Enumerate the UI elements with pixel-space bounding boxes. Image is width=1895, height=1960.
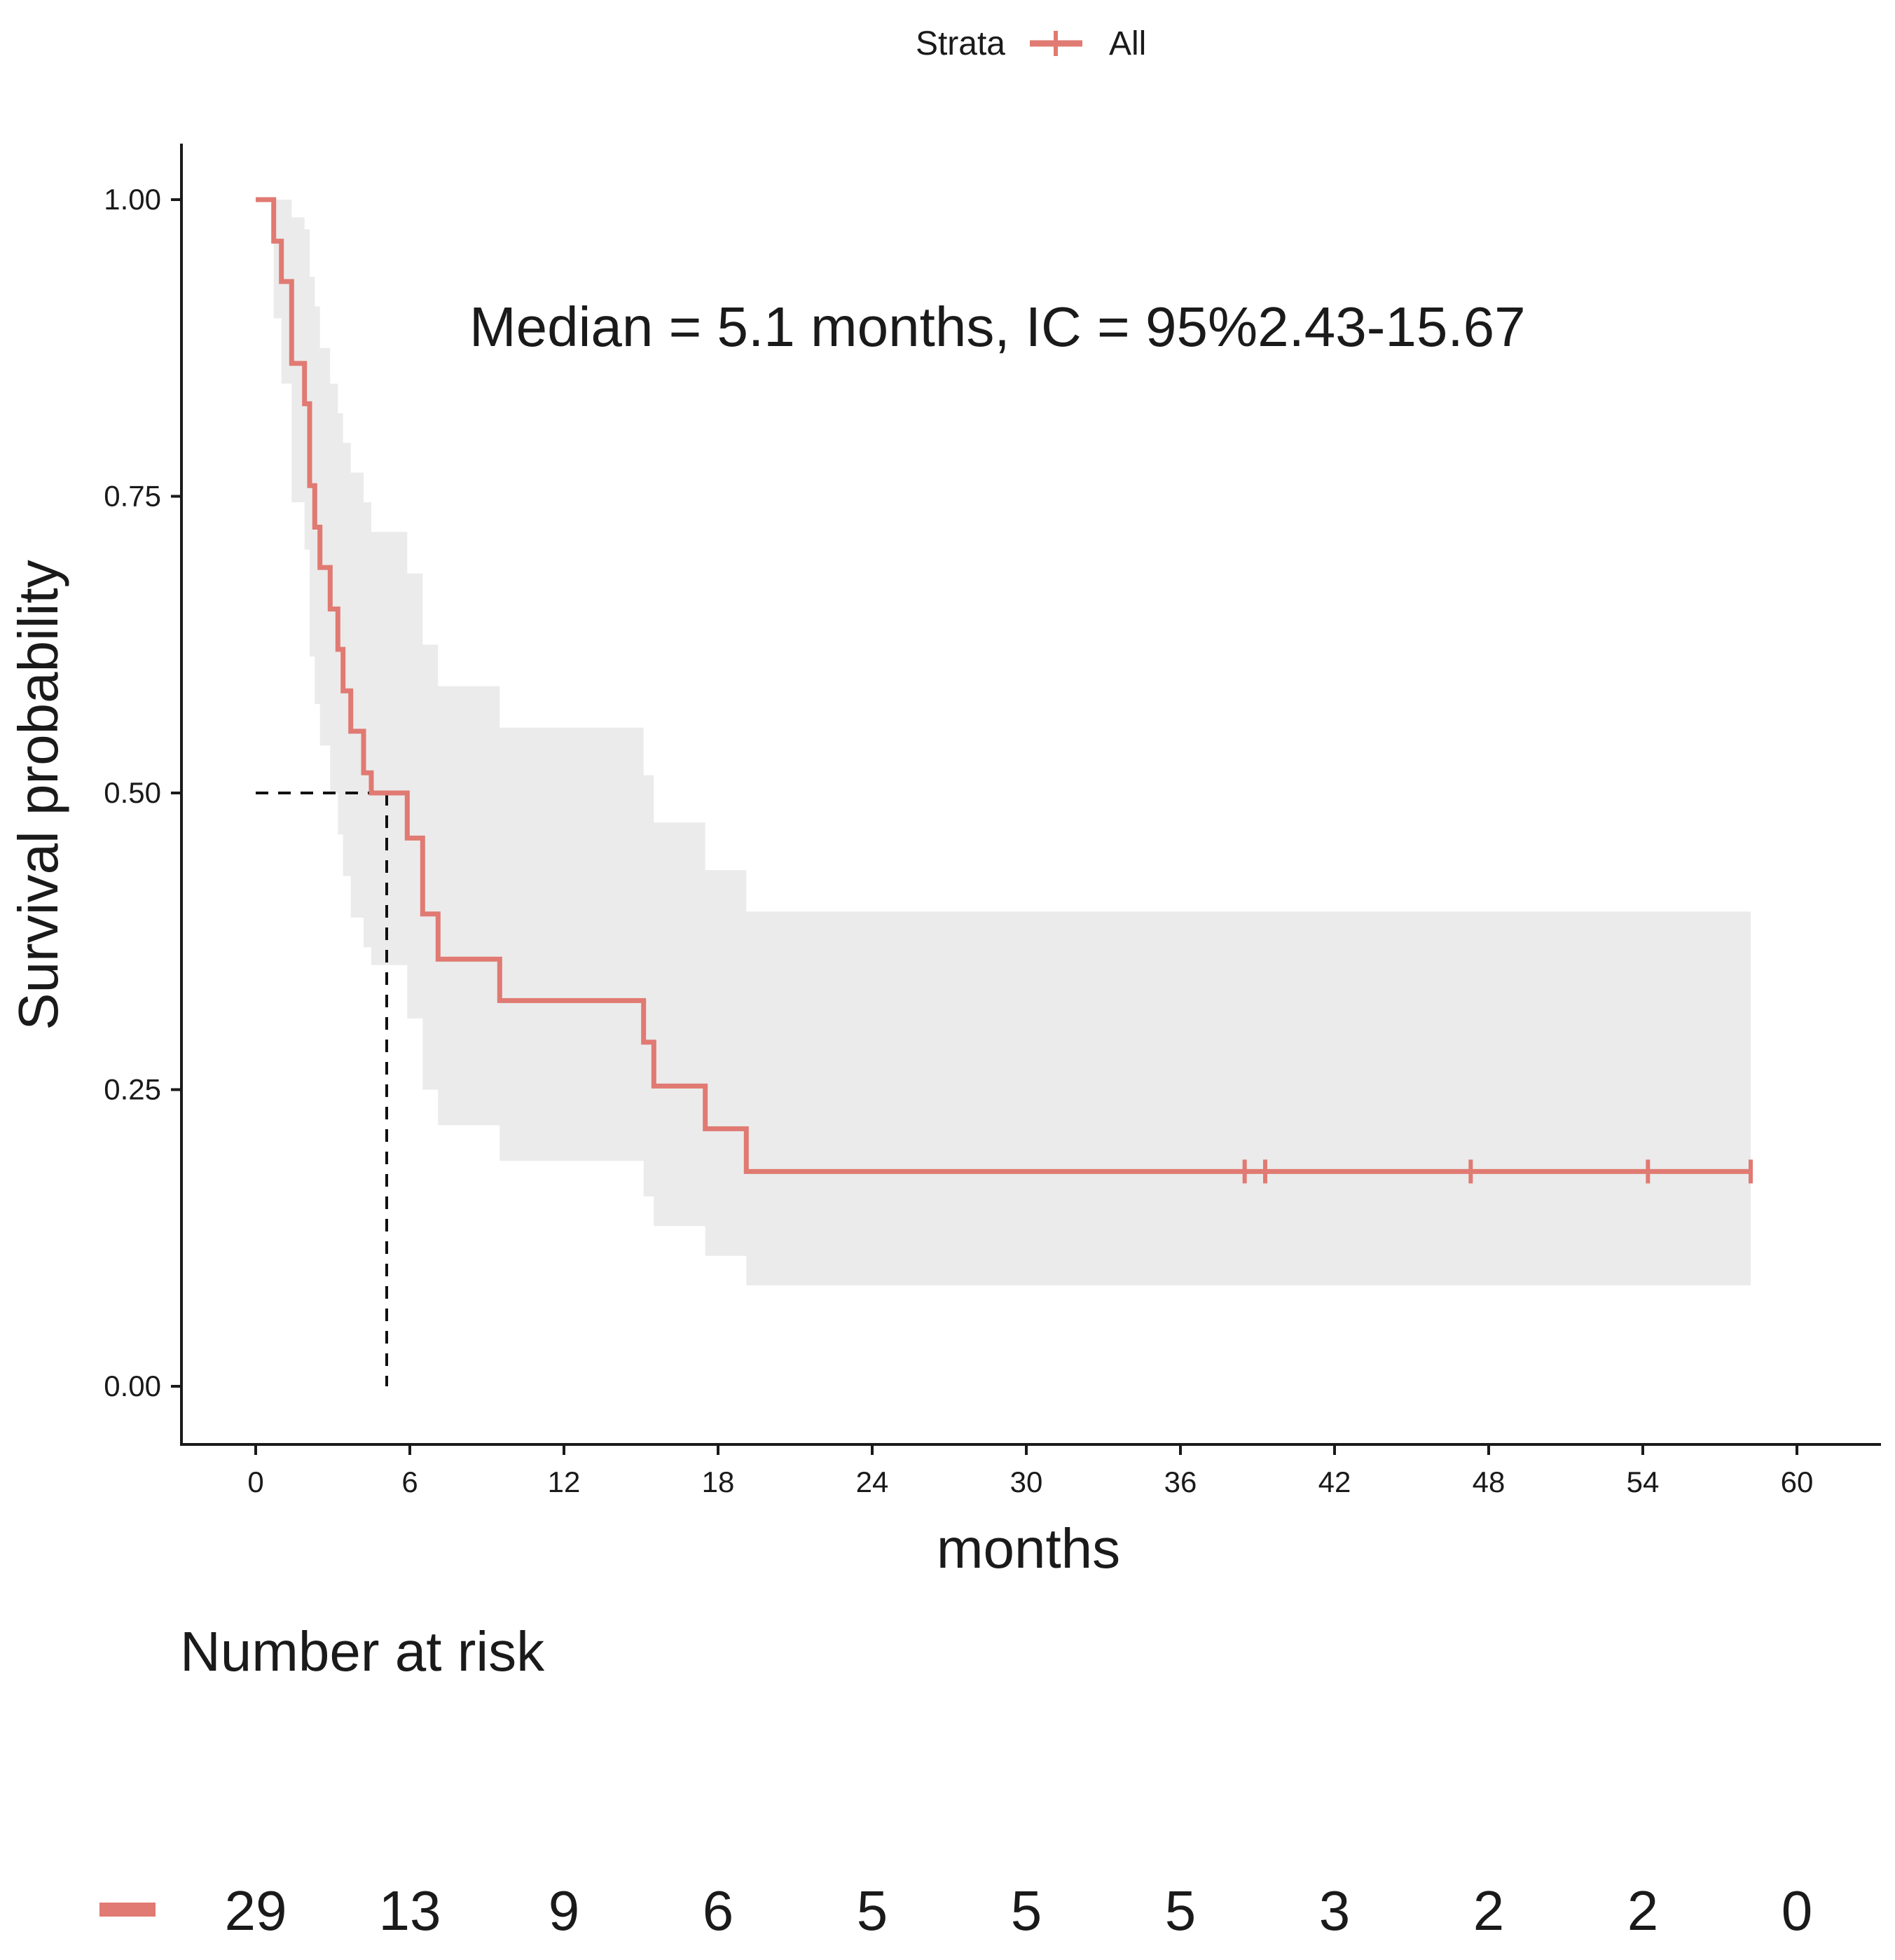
risk-table-values: 29 13 9 6 5 5 5 3 2 2 0 — [225, 1879, 1813, 1942]
risk-table-value: 9 — [549, 1879, 580, 1942]
median-lines — [256, 792, 388, 1386]
risk-table-value: 0 — [1782, 1879, 1813, 1942]
legend-entry-all: All — [1109, 25, 1146, 62]
legend-title: Strata — [916, 25, 1005, 62]
x-tick-label: 18 — [702, 1465, 735, 1498]
x-tick-label: 0 — [247, 1465, 263, 1498]
y-tick-label: 0.00 — [104, 1369, 161, 1402]
x-tick-label: 60 — [1781, 1465, 1814, 1498]
x-tick-label: 42 — [1318, 1465, 1351, 1498]
x-axis-title: months — [937, 1517, 1120, 1580]
y-tick-label: 0.75 — [104, 480, 161, 513]
risk-table-value: 2 — [1473, 1879, 1505, 1942]
risk-table-value: 2 — [1627, 1879, 1659, 1942]
confidence-band-area — [256, 200, 1751, 1285]
risk-table-value: 5 — [1165, 1879, 1197, 1942]
x-tick-label: 30 — [1010, 1465, 1043, 1498]
x-tick-label: 12 — [548, 1465, 581, 1498]
risk-table-value: 5 — [1011, 1879, 1042, 1942]
risk-table-title: Number at risk — [180, 1620, 545, 1683]
x-tick-label: 54 — [1627, 1465, 1660, 1498]
x-tick-label: 36 — [1164, 1465, 1197, 1498]
censor-marks — [1242, 1159, 1753, 1184]
survival-curve — [256, 197, 1751, 1174]
median-annotation: Median = 5.1 months, IC = 95%2.43-15.67 — [469, 296, 1526, 358]
y-axis-title: Survival probability — [7, 560, 69, 1030]
x-tick-label: 6 — [401, 1465, 418, 1498]
y-tick-label: 1.00 — [104, 183, 161, 216]
legend: Strata All — [916, 25, 1146, 62]
risk-table-value: 6 — [703, 1879, 734, 1942]
x-tick-label: 24 — [856, 1465, 889, 1498]
risk-table-value: 5 — [857, 1879, 888, 1942]
confidence-band — [256, 200, 1751, 1285]
y-axis-ticks: 0.00 0.25 0.50 0.75 1.00 — [104, 183, 181, 1402]
risk-table-value: 29 — [225, 1879, 287, 1942]
survival-curve-line — [256, 197, 1751, 1174]
risk-table-value: 3 — [1319, 1879, 1351, 1942]
risk-table-value: 13 — [379, 1879, 441, 1942]
y-tick-label: 0.50 — [104, 776, 161, 809]
x-tick-label: 48 — [1473, 1465, 1505, 1498]
y-tick-label: 0.25 — [104, 1073, 161, 1106]
x-axis-ticks: 0 6 12 18 24 30 36 42 48 54 60 — [247, 1444, 1813, 1498]
